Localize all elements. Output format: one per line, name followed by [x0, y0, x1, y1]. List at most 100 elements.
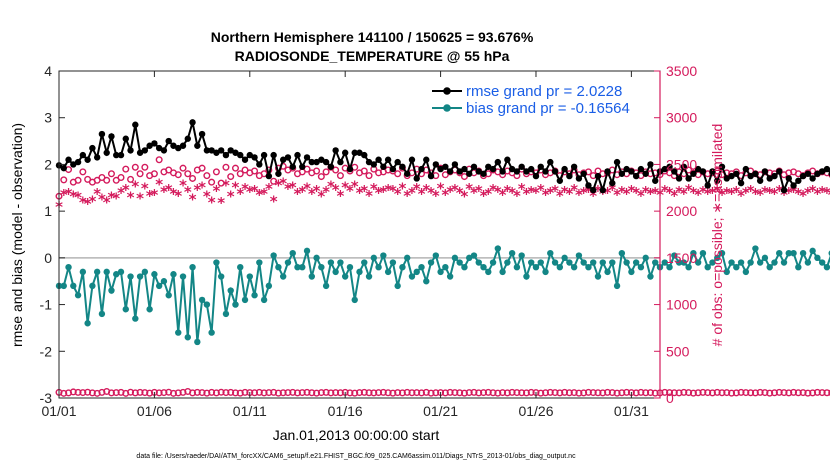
obs-possible-marker: [208, 388, 216, 396]
obs-assimilated-marker: *: [351, 177, 359, 195]
obs-possible-marker: [441, 389, 449, 397]
rmse-point: [761, 168, 769, 175]
bias-point: [618, 249, 626, 257]
y-left-tick-label: 1: [44, 203, 52, 219]
obs-assimilated-marker: *: [141, 179, 149, 197]
bias-point: [647, 273, 654, 280]
bias-point: [432, 252, 440, 259]
obs-assimilated-marker: *: [756, 186, 764, 204]
rmse-point: [294, 151, 301, 159]
obs-assimilated-marker: *: [661, 182, 669, 200]
bias-point: [804, 259, 812, 266]
bias-point: [151, 271, 158, 278]
bias-point: [146, 306, 153, 313]
obs-assimilated-marker: *: [146, 187, 154, 205]
bias-point: [70, 282, 77, 290]
bias-point: [113, 271, 120, 278]
obs-assimilated-marker: *: [604, 184, 612, 202]
obs-possible-marker: [747, 389, 755, 397]
obs-assimilated-marker: *: [413, 180, 421, 198]
rmse-point: [151, 140, 158, 147]
obs-possible-marker: [618, 389, 626, 397]
bias-point: [227, 287, 234, 294]
bias-point: [723, 268, 730, 276]
obs-possible-marker: [60, 176, 68, 184]
obs-assimilated-marker: *: [441, 186, 449, 204]
bias-point: [251, 292, 258, 299]
rmse-point: [709, 168, 716, 175]
obs-assimilated-marker: *: [127, 189, 135, 207]
x-axis-label: Jan.01,2013 00:00:00 start: [273, 427, 440, 443]
rmse-point: [322, 158, 330, 166]
bias-point: [818, 259, 826, 266]
obs-assimilated-marker: *: [580, 184, 588, 202]
obs-possible-marker: [685, 389, 693, 397]
bias-point: [370, 254, 378, 262]
bias-point: [771, 259, 778, 266]
obs-possible-marker: [189, 389, 197, 397]
obs-assimilated-marker: *: [418, 185, 426, 203]
obs-possible-marker: [107, 389, 115, 397]
obs-assimilated-marker: *: [298, 183, 306, 201]
plot-area: [59, 71, 660, 398]
obs-possible-marker: [212, 168, 220, 176]
obs-assimilated-marker: *: [470, 184, 478, 202]
bias-point: [551, 259, 559, 266]
obs-possible-marker: [270, 177, 278, 185]
rmse-point: [132, 121, 139, 128]
legend-bias-marker: [443, 104, 451, 112]
bias-point: [160, 278, 168, 285]
bias-point: [513, 264, 521, 271]
obs-assimilated-marker: *: [193, 181, 201, 199]
rmse-point: [60, 164, 67, 172]
rmse-point: [122, 135, 129, 142]
rmse-point: [461, 165, 468, 173]
y-left-tick-label: -2: [40, 343, 53, 359]
rmse-point: [818, 168, 826, 175]
bias-point: [222, 310, 230, 318]
obs-possible-marker: [136, 170, 144, 178]
rmse-point: [279, 156, 287, 163]
bias-point: [694, 259, 702, 266]
obs-possible-marker: [184, 170, 192, 178]
obs-assimilated-marker: *: [170, 185, 178, 203]
obs-assimilated-marker: *: [589, 187, 597, 205]
rmse-point: [685, 175, 692, 182]
obs-possible-marker: [480, 389, 488, 397]
obs-possible-marker: [422, 388, 430, 396]
obs-possible-marker: [274, 389, 282, 397]
obs-assimilated-marker: *: [709, 184, 717, 202]
obs-assimilated-marker: *: [685, 181, 693, 199]
obs-possible-marker: [632, 389, 640, 397]
bias-point: [170, 271, 177, 278]
rmse-point: [742, 165, 750, 173]
chart-title: Northern Hemisphere 141100 / 150625 = 93…: [211, 29, 534, 45]
obs-assimilated-marker: *: [570, 181, 578, 199]
bias-point: [580, 259, 587, 266]
rmse-point: [456, 168, 463, 175]
obs-assimilated-marker: *: [608, 181, 616, 199]
obs-possible-marker: [623, 388, 631, 396]
rmse-point: [246, 151, 253, 159]
bias-point: [609, 259, 616, 266]
rmse-point: [175, 144, 182, 152]
obs-assimilated-marker: *: [761, 183, 769, 201]
rmse-point: [284, 154, 292, 161]
bias-point: [780, 259, 788, 266]
obs-possible-marker: [360, 388, 368, 396]
obs-assimilated-marker: *: [112, 190, 120, 208]
rmse-point: [680, 163, 688, 170]
obs-possible-marker: [460, 173, 468, 181]
obs-possible-marker: [770, 389, 778, 397]
obs-possible-marker: [580, 389, 588, 397]
legend-rmse-marker: [443, 87, 451, 95]
bias-point: [699, 249, 707, 257]
obs-possible-marker: [79, 389, 87, 397]
bias-point: [194, 338, 201, 346]
rmse-point: [289, 163, 296, 170]
rmse-point: [208, 147, 215, 154]
rmse-point: [699, 168, 707, 175]
obs-possible-marker: [794, 389, 802, 397]
obs-assimilated-marker: *: [780, 186, 788, 204]
obs-assimilated-marker: *: [694, 186, 702, 204]
